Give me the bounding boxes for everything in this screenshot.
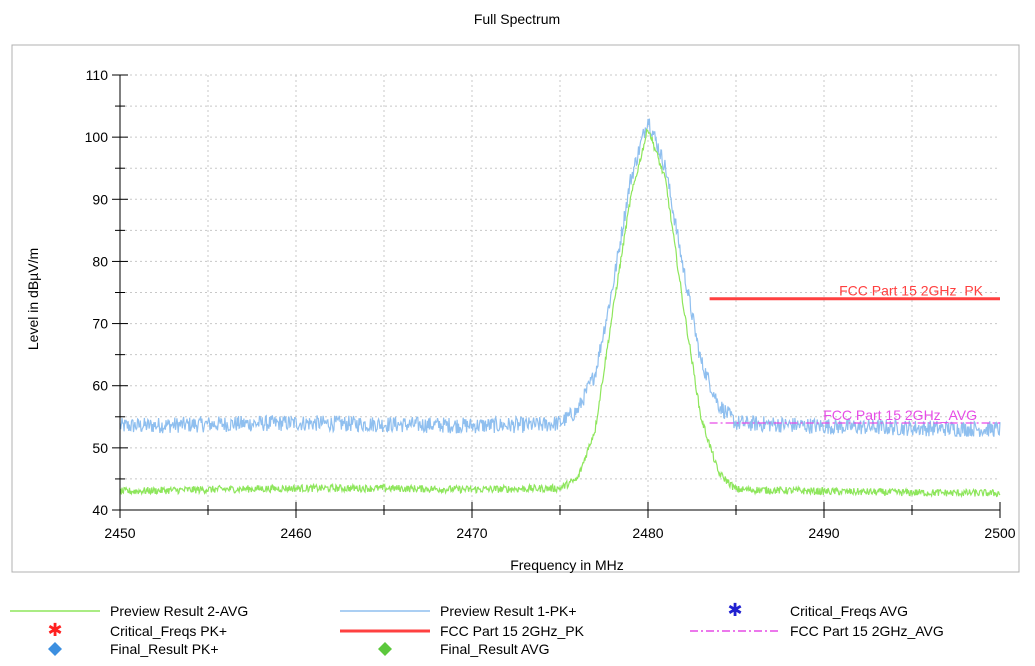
- svg-text:✱: ✱: [727, 602, 742, 620]
- series-layer: [119, 118, 1001, 499]
- svg-text:✱: ✱: [47, 622, 62, 640]
- x-tick-label: 2470: [456, 525, 487, 541]
- x-tick-label: 2460: [280, 525, 311, 541]
- legend-label: Critical_Freqs AVG: [790, 603, 908, 619]
- y-tick-label: 90: [92, 191, 108, 207]
- x-tick-label: 2490: [808, 525, 839, 541]
- asterisk-icon: ✱: [47, 622, 62, 640]
- limit-lines: FCC Part 15 2GHz_PK FCC Part 15 2GHz_AVG: [709, 283, 1000, 424]
- series-line-pk: [119, 118, 1001, 438]
- legend-line-marker: [340, 610, 430, 612]
- y-tick-label: 60: [92, 378, 108, 394]
- diamond-icon: [378, 642, 392, 656]
- legend-label: Final_Result PK+: [110, 641, 219, 657]
- y-tick-label: 50: [92, 440, 108, 456]
- legend-dashdot-marker: [690, 630, 780, 632]
- legend-label: Preview Result 2-AVG: [110, 603, 249, 619]
- legend-label: Preview Result 1-PK+: [440, 603, 577, 619]
- y-tick-label: 100: [85, 129, 109, 145]
- legend-label: FCC Part 15 2GHz_AVG: [790, 623, 944, 639]
- limit-label-pk: FCC Part 15 2GHz_PK: [839, 283, 984, 299]
- legend-label: Critical_Freqs PK+: [110, 623, 228, 639]
- series-line-avg: [119, 128, 1001, 499]
- x-tick-label: 2500: [984, 525, 1015, 541]
- legend-label: Final_Result AVG: [440, 641, 550, 657]
- legend: Preview Result 2-AVG Preview Result 1-PK…: [0, 598, 1035, 666]
- legend-line-marker: [340, 629, 430, 633]
- chart-frame: [11, 44, 1020, 573]
- diamond-icon: [48, 642, 62, 656]
- y-tick-label: 80: [92, 253, 108, 269]
- x-tick-label: 2450: [104, 525, 135, 541]
- asterisk-icon: ✱: [727, 602, 742, 620]
- grid-lines: [120, 74, 1000, 510]
- y-axis-label: Level in dBµV/m: [25, 248, 41, 350]
- y-tick-label: 40: [92, 502, 108, 518]
- axes: [112, 74, 1001, 518]
- legend-line-marker: [10, 610, 100, 612]
- y-tick-label: 70: [92, 316, 108, 332]
- y-tick-label: 110: [86, 67, 109, 83]
- x-tick-label: 2480: [632, 525, 663, 541]
- legend-label: FCC Part 15 2GHz_PK: [440, 623, 584, 639]
- limit-label-avg: FCC Part 15 2GHz_AVG: [823, 407, 977, 423]
- tick-labels: 40 50 60 70 80 90 100 110 2450 2460 2470 2480 2490 25…: [85, 67, 1016, 541]
- x-axis-label: Frequency in MHz: [510, 557, 624, 573]
- chart-title: Full Spectrum: [474, 11, 560, 27]
